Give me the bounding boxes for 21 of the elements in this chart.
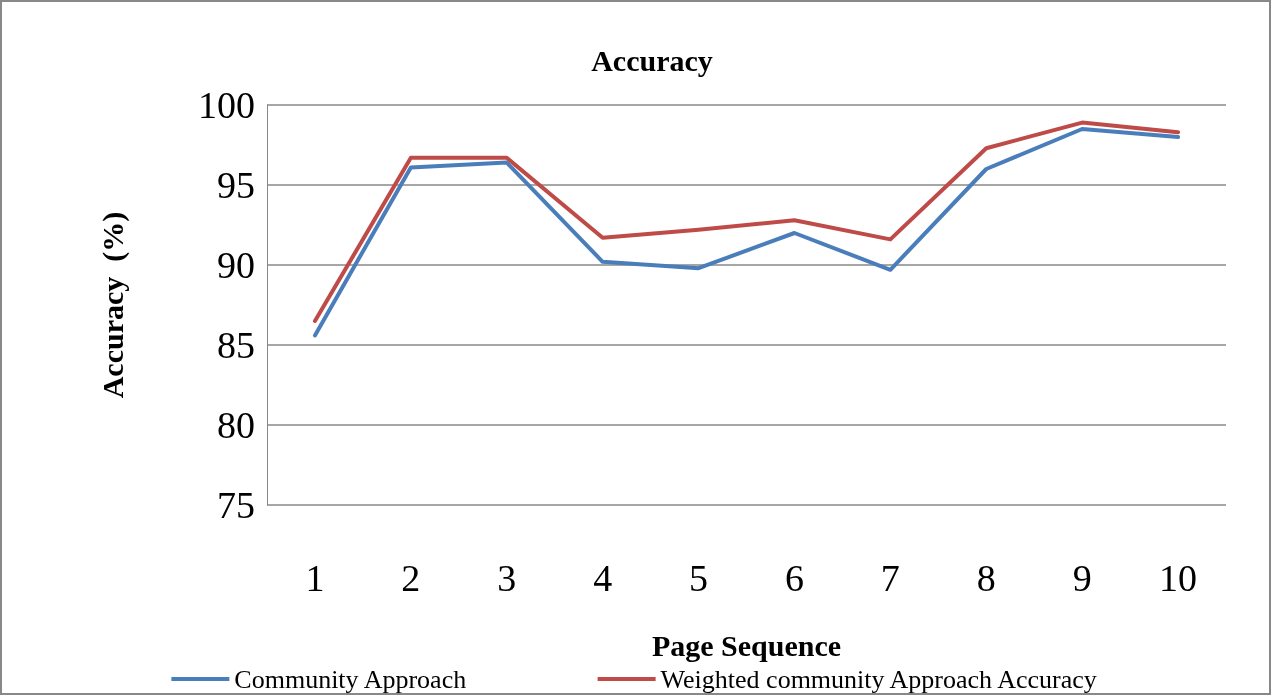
- y-tick-label: 85: [217, 324, 255, 366]
- x-tick-label: 5: [689, 557, 709, 599]
- x-tick-label: 1: [305, 557, 325, 599]
- x-tick-label: 8: [976, 557, 996, 599]
- legend-label: Community Approach: [234, 664, 467, 694]
- y-tick-label: 90: [217, 244, 255, 286]
- x-tick-label: 6: [784, 557, 804, 599]
- y-tick-label: 80: [217, 404, 255, 446]
- x-tick-label: 3: [497, 557, 517, 599]
- chart-title: Accuracy: [591, 43, 713, 77]
- y-axis-title: Accuracy (%): [95, 211, 130, 399]
- x-tick-label: 9: [1072, 557, 1092, 599]
- y-tick-label: 95: [217, 164, 255, 206]
- x-tick-label: 7: [880, 557, 900, 599]
- x-tick-label: 2: [401, 557, 421, 599]
- x-tick-label: 10: [1159, 557, 1198, 599]
- x-axis-title: Page Sequence: [651, 628, 842, 662]
- x-tick-label: 4: [593, 557, 613, 599]
- y-tick-label: 100: [198, 84, 255, 126]
- y-tick-label: 75: [217, 484, 255, 526]
- legend-label: Weighted community Approach Accuracy: [660, 664, 1097, 694]
